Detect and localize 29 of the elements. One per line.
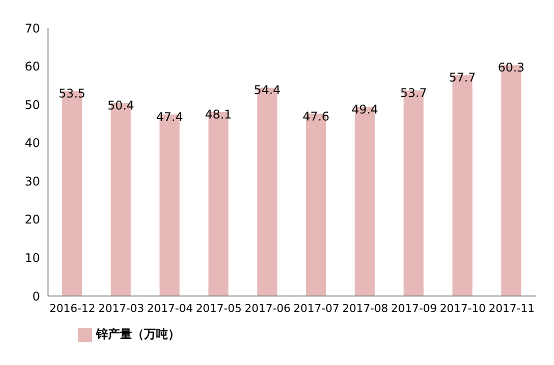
y-tick-label: 10 [24,250,40,265]
y-tick-label: 40 [24,136,40,150]
x-tick-label: 2017-11 [488,302,535,315]
x-tick-label: 2017-09 [391,302,437,315]
x-tick-label: 2016-12 [49,302,96,315]
data-label: 47.4 [156,110,183,124]
legend-label: 锌产量（万吨） [96,327,180,341]
data-label: 47.6 [302,109,330,124]
y-tick-label: 0 [32,289,40,304]
y-tick-label: 50 [24,98,40,112]
x-tick-label: 2017-07 [293,302,340,315]
data-label: 48.1 [205,107,232,122]
data-label: 57.7 [449,70,476,85]
x-tick-label: 2017-06 [244,302,291,315]
data-label: 60.3 [498,60,525,75]
x-tick-label: 2017-08 [342,302,388,315]
data-label: 49.4 [351,102,378,116]
data-label: 53.7 [400,86,427,100]
data-label: 54.4 [254,83,281,98]
y-tick-label: 60 [24,60,40,74]
y-tick-label: 20 [24,212,40,227]
data-label: 53.5 [58,86,86,101]
y-tick-label: 30 [24,174,40,188]
x-tick-label: 2017-10 [440,302,486,315]
x-tick-label: 2017-05 [196,302,242,315]
data-label: 50.4 [107,98,134,113]
y-tick-label: 70 [24,21,40,36]
x-tick-label: 2017-04 [147,302,193,315]
x-tick-label: 2017-03 [98,302,144,315]
